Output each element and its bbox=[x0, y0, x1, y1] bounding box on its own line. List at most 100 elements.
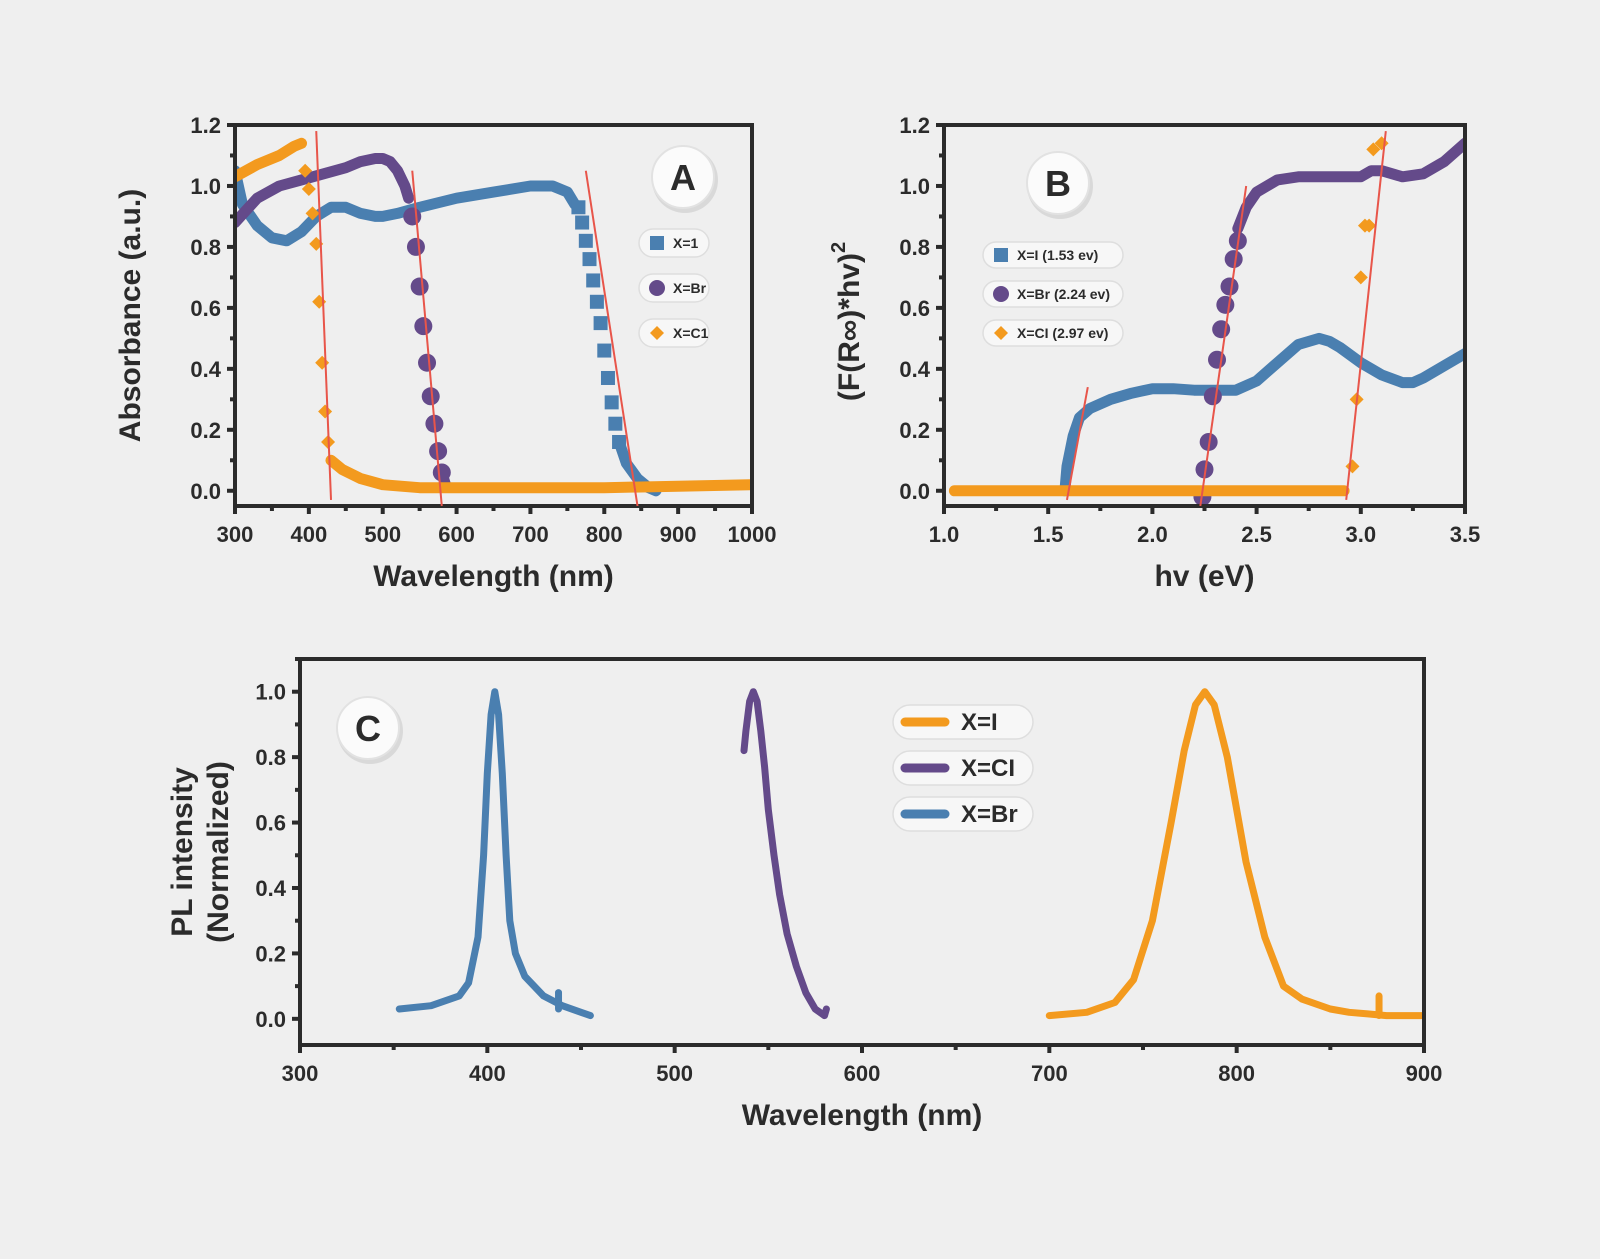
legend-label: X=CI (2.97 ev) bbox=[1017, 325, 1108, 341]
x-tick-label: 500 bbox=[364, 522, 401, 547]
legend-entry-box bbox=[982, 280, 1124, 308]
y-tick-label: 0.6 bbox=[899, 296, 930, 321]
series-chloride bbox=[1045, 688, 1422, 1020]
y-tick-label: 0.8 bbox=[190, 235, 221, 260]
x-axis-label: hv (eV) bbox=[1154, 560, 1254, 593]
y-axis-label: Absorbance (a.u.) bbox=[114, 189, 147, 442]
data-point bbox=[301, 182, 316, 197]
panel-badge bbox=[651, 145, 715, 209]
x-tick-label: 400 bbox=[469, 1061, 506, 1086]
data-point bbox=[600, 370, 615, 385]
y-tick-label: 0.2 bbox=[899, 418, 930, 443]
data-point bbox=[305, 206, 320, 221]
data-point bbox=[1366, 142, 1381, 157]
x-tick-label: 800 bbox=[586, 522, 623, 547]
legend-label: X=1 bbox=[673, 235, 699, 251]
x-tick-label: 2.0 bbox=[1137, 522, 1168, 547]
x-tick-label: 600 bbox=[844, 1061, 881, 1086]
x-tick-label: 1.0 bbox=[929, 522, 960, 547]
x-tick-label: 1000 bbox=[728, 522, 777, 547]
y-tick-label: 0.2 bbox=[255, 941, 286, 966]
data-point bbox=[571, 200, 586, 215]
panel-badge-letter: B bbox=[1045, 163, 1071, 204]
series-iodide bbox=[395, 688, 594, 1020]
legend-entry-box bbox=[892, 796, 1034, 832]
series-tail-line bbox=[325, 454, 750, 494]
data-point bbox=[586, 273, 601, 288]
data-point bbox=[1203, 387, 1222, 406]
y-tick-label: 0.4 bbox=[255, 876, 286, 901]
data-point bbox=[403, 207, 422, 226]
legend-entry-box bbox=[892, 750, 1034, 786]
y-tick-label: 0.6 bbox=[255, 811, 286, 836]
series-bromide bbox=[740, 688, 830, 1020]
y-axis-label: (F(R∞)*hv)2 bbox=[828, 242, 866, 401]
y-tick-label: 0.0 bbox=[899, 479, 930, 504]
panel-badge bbox=[336, 696, 400, 760]
legend-label: X=Br bbox=[961, 801, 1018, 828]
x-tick-label: 2.5 bbox=[1241, 522, 1272, 547]
y-tick-label: 0.0 bbox=[255, 1007, 286, 1032]
tangent-fit-line bbox=[1065, 386, 1089, 501]
y-axis-label-line: (Normalized) bbox=[202, 761, 235, 943]
series-iodide bbox=[1059, 332, 1463, 497]
legend-marker bbox=[993, 286, 1009, 302]
data-point bbox=[1362, 218, 1377, 233]
series-iodide bbox=[237, 165, 662, 497]
legend-entry-box bbox=[638, 318, 710, 348]
legend-marker bbox=[650, 326, 664, 340]
data-point bbox=[1195, 460, 1214, 479]
data-point bbox=[414, 317, 433, 336]
data-point bbox=[1220, 277, 1239, 296]
y-axis-label-superscript: 2 bbox=[828, 242, 850, 253]
y-tick-label: 0.6 bbox=[190, 296, 221, 321]
x-axis-label: Wavelength (nm) bbox=[373, 560, 614, 593]
panel-badge-letter: C bbox=[355, 708, 381, 749]
data-point bbox=[604, 395, 619, 410]
data-point bbox=[298, 163, 313, 178]
y-tick-label: 1.0 bbox=[899, 174, 930, 199]
legend-marker bbox=[649, 280, 665, 296]
data-point bbox=[429, 442, 448, 461]
tangent-fit-line bbox=[1199, 185, 1248, 507]
data-point bbox=[1216, 295, 1235, 314]
y-tick-label: 0.8 bbox=[255, 745, 286, 770]
x-axis-label: Wavelength (nm) bbox=[742, 1099, 983, 1132]
panel-c-pl-chart: 300 400 500 600 700 800 900 0.0 0.2 0.4 0.6 0.8 1.0 W… bbox=[166, 657, 1442, 1132]
data-point bbox=[582, 252, 597, 267]
data-point bbox=[597, 343, 612, 358]
data-point bbox=[406, 237, 425, 256]
x-tick-label: 700 bbox=[512, 522, 549, 547]
data-point bbox=[608, 416, 623, 431]
y-tick-label: 0.4 bbox=[190, 357, 221, 382]
series-line bbox=[1059, 332, 1463, 497]
tangent-fit-line bbox=[1345, 130, 1387, 501]
y-tick-label: 1.0 bbox=[255, 680, 286, 705]
y-axis-label-main: (F(R∞)*hv) bbox=[833, 253, 866, 401]
x-tick-label: 700 bbox=[1031, 1061, 1068, 1086]
tangent-fit-line bbox=[584, 170, 639, 507]
x-tick-label: 300 bbox=[282, 1061, 319, 1086]
data-point bbox=[593, 316, 608, 331]
series-line bbox=[1045, 688, 1422, 1020]
legend-entry-box bbox=[982, 241, 1124, 269]
tangent-fit-line bbox=[315, 131, 333, 500]
legend-marker bbox=[650, 236, 664, 250]
tangent-fit-line bbox=[411, 170, 443, 507]
series-line bbox=[237, 165, 581, 247]
legend-label: X=C1 bbox=[673, 325, 709, 341]
y-tick-label: 1.2 bbox=[899, 113, 930, 138]
x-tick-label: 900 bbox=[660, 522, 697, 547]
data-point bbox=[421, 387, 440, 406]
data-point bbox=[578, 233, 593, 248]
legend-label: X=I bbox=[961, 709, 998, 736]
data-point bbox=[418, 353, 437, 372]
y-axis-label-line: PL intensity bbox=[166, 767, 199, 937]
panel-badge-letter: A bbox=[670, 157, 696, 198]
legend-label: X=CI bbox=[961, 755, 1015, 782]
legend-label: X=Br (2.24 ev) bbox=[1017, 286, 1110, 302]
panel-badge bbox=[1026, 151, 1090, 215]
data-point bbox=[432, 463, 451, 482]
